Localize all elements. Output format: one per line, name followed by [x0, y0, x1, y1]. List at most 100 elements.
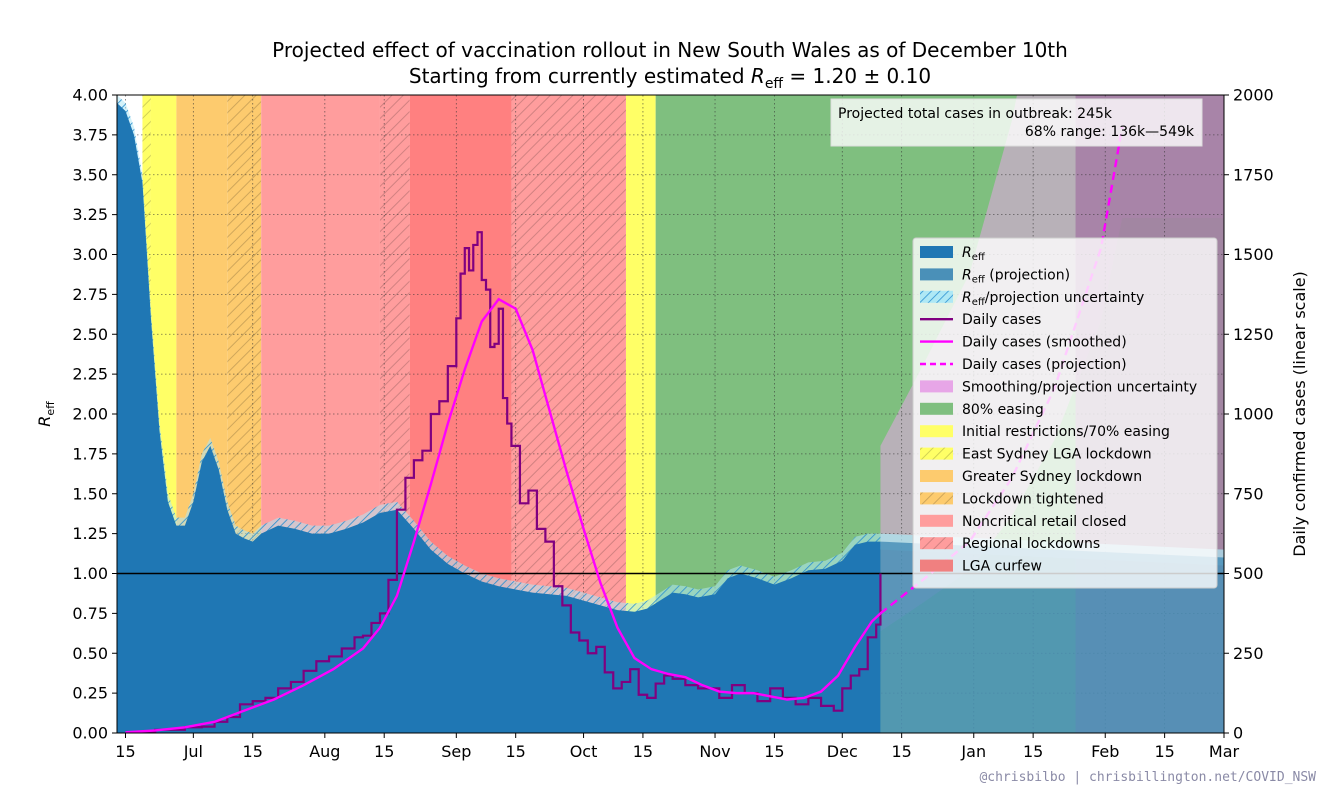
y-right-tick-label-0: 0 [1233, 724, 1243, 743]
y-right-tick-label-7: 1750 [1233, 165, 1274, 184]
legend-swatch-hatch-9 [920, 447, 953, 460]
legend-item-11: Lockdown tightened [920, 491, 1104, 507]
x-axis: 15 Jul 15 Aug 15 Sep 15 Oct 15 Nov 15 Dec 15 Jan 15 Feb… [115, 733, 1240, 761]
chart-title-line2: Starting from currently estimated Reff =… [409, 64, 931, 92]
legend-item-3: Daily cases [920, 312, 1041, 328]
y-left-tick-label-6: 1.50 [72, 484, 108, 503]
legend-swatch-6 [920, 380, 953, 393]
y-left-tick-label-12: 3.00 [72, 245, 108, 264]
y-right-tick-label-5: 1250 [1233, 325, 1274, 344]
legend-swatch-10 [920, 470, 953, 482]
legend-item-1: Reff (projection) [920, 267, 1070, 285]
legend-item-0: Reff [920, 245, 986, 263]
y-axis-right: 0 250 500 750 1000 1250 1500 1750 2000 [1224, 86, 1274, 743]
y-left-tick-label-15: 3.75 [72, 125, 108, 144]
y-right-tick-label-6: 1500 [1233, 245, 1274, 264]
legend-swatch-1 [920, 268, 953, 281]
legend-swatch-7 [920, 402, 953, 415]
smoothed-cases-line [125, 297, 882, 733]
y-right-tick-label-4: 1000 [1233, 405, 1274, 424]
y-right-tick-label-2: 500 [1233, 564, 1264, 583]
y-left-tick-label-5: 1.25 [72, 524, 108, 543]
legend-swatch-12 [920, 514, 953, 527]
legend-swatch-hatch-2 [920, 290, 953, 303]
reff-projection-fill [880, 541, 1224, 733]
legend-label-13: Regional lockdowns [962, 536, 1100, 552]
x-tick-label-11: Dec [827, 742, 858, 761]
legend-item-14: LGA curfew [920, 559, 1042, 575]
x-tick-label-2: 15 [243, 742, 263, 761]
x-tick-label-9: Nov [699, 742, 730, 761]
y-left-tick-label-1: 0.25 [72, 684, 108, 703]
x-tick-label-7: Oct [570, 742, 598, 761]
x-tick-label-0: 15 [115, 742, 135, 761]
y-axis-left-label: Reff [35, 401, 57, 427]
legend-item-10: Greater Sydney lockdown [920, 469, 1142, 485]
legend-swatch-hatch-13 [920, 537, 953, 550]
credit-text: @chrisbilbo | chrisbillington.net/COVID_… [979, 770, 1316, 785]
legend-item-2: Reff/projection uncertainty [920, 290, 1144, 308]
x-tick-label-13: Jan [960, 742, 986, 761]
legend-item-13: Regional lockdowns [920, 536, 1100, 552]
x-tick-label-14: 15 [1023, 742, 1043, 761]
x-tick-label-6: 15 [506, 742, 526, 761]
legend-label-7: 80% easing [962, 402, 1044, 418]
x-tick-label-4: 15 [374, 742, 394, 761]
annotation-box: Projected total cases in outbreak: 245k … [830, 98, 1203, 147]
y-left-tick-label-13: 3.25 [72, 205, 108, 224]
y-right-tick-label-1: 250 [1233, 644, 1264, 663]
legend: Reff Reff (projection) Reff/projection unc… [912, 237, 1218, 589]
legend-item-6: Smoothing/projection uncertainty [920, 379, 1197, 395]
x-tick-label-12: 15 [891, 742, 911, 761]
legend-item-8: Initial restrictions/70% easing [920, 424, 1170, 440]
x-tick-label-5: Sep [441, 742, 471, 761]
legend-item-4: Daily cases (smoothed) [920, 335, 1127, 351]
legend-swatch-hatch-11 [920, 492, 953, 505]
legend-label-6: Smoothing/projection uncertainty [962, 379, 1197, 395]
legend-item-12: Noncritical retail closed [920, 514, 1127, 530]
y-axis-left: 0.00 0.25 0.50 0.75 1.00 1.25 1.50 1.75 2.00 2.25… [72, 86, 117, 743]
x-tick-label-10: 15 [764, 742, 784, 761]
y-left-tick-label-8: 2.00 [72, 405, 108, 424]
legend-swatch-8 [920, 425, 953, 438]
y-axis-right-label: Daily confirmed cases (linear scale) [1290, 271, 1309, 557]
y-left-tick-label-11: 2.75 [72, 285, 108, 304]
y-left-tick-label-10: 2.50 [72, 325, 108, 344]
legend-item-5: Daily cases (projection) [920, 357, 1127, 373]
y-left-tick-label-2: 0.50 [72, 644, 108, 663]
legend-label-3: Daily cases [962, 312, 1041, 328]
legend-item-7: 80% easing [920, 402, 1044, 418]
legend-label-2: Reff/projection uncertainty [962, 290, 1144, 308]
annotation-line1: Projected total cases in outbreak: 245k [838, 106, 1113, 122]
legend-swatch-14 [920, 559, 953, 572]
y-left-tick-label-14: 3.50 [72, 165, 108, 184]
y-left-tick-label-16: 4.00 [72, 86, 108, 105]
x-tick-label-1: Jul [183, 742, 203, 761]
y-left-tick-label-7: 1.75 [72, 444, 108, 463]
legend-item-9: East Sydney LGA lockdown [920, 447, 1152, 463]
legend-label-4: Daily cases (smoothed) [962, 335, 1127, 351]
x-tick-label-3: Aug [309, 742, 340, 761]
legend-label-11: Lockdown tightened [962, 491, 1104, 507]
x-tick-label-15: Feb [1091, 742, 1119, 761]
legend-label-14: LGA curfew [962, 559, 1042, 575]
legend-swatch-0 [920, 246, 953, 258]
y-left-tick-label-3: 0.75 [72, 604, 108, 623]
x-tick-label-17: Mar [1209, 742, 1240, 761]
legend-label-9: East Sydney LGA lockdown [962, 447, 1152, 463]
legend-label-10: Greater Sydney lockdown [962, 469, 1142, 485]
legend-label-8: Initial restrictions/70% easing [962, 424, 1170, 440]
y-right-tick-label-8: 2000 [1233, 86, 1274, 105]
reff-area-fill [117, 102, 881, 733]
legend-label-1: Reff (projection) [962, 267, 1070, 285]
legend-label-0: Reff [962, 245, 986, 263]
y-left-tick-label-4: 1.00 [72, 564, 108, 583]
legend-label-5: Daily cases (projection) [962, 357, 1127, 373]
reff-uncertainty-hatch [117, 95, 881, 620]
y-left-tick-label-9: 2.25 [72, 365, 108, 384]
annotation-line2: 68% range: 136k—549k [1025, 124, 1195, 140]
legend-box [912, 237, 1218, 589]
y-right-tick-label-3: 750 [1233, 484, 1264, 503]
x-tick-label-16: 15 [1154, 742, 1174, 761]
